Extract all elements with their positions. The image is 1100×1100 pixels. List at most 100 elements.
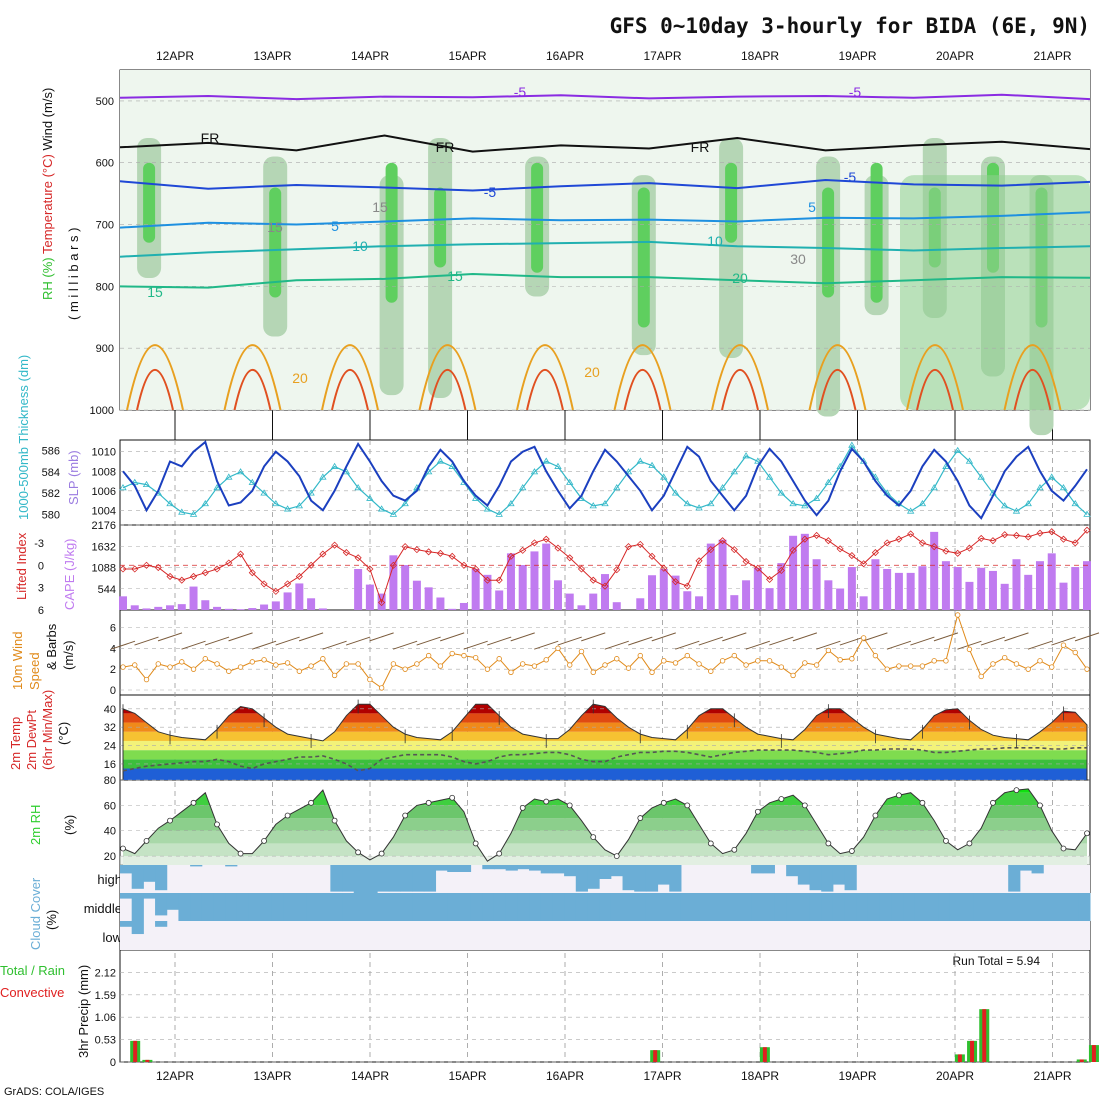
wind-speed-line bbox=[122, 613, 1088, 689]
cloud-row-bg bbox=[120, 921, 1090, 950]
wind-speed-point bbox=[954, 612, 961, 618]
wind-speed-point bbox=[449, 650, 455, 657]
cape-bar bbox=[224, 608, 233, 610]
li-point bbox=[331, 541, 339, 549]
thickness-point bbox=[671, 489, 680, 496]
cloud-cell bbox=[797, 865, 811, 885]
cape-bar bbox=[894, 572, 903, 610]
rh-point bbox=[966, 840, 973, 847]
cape-bar bbox=[542, 543, 551, 610]
li-tick-label: -3 bbox=[34, 538, 44, 550]
cape-bar bbox=[436, 597, 445, 610]
cloud-cell bbox=[657, 893, 670, 921]
li-point bbox=[871, 549, 879, 557]
contour-label: 10 bbox=[352, 238, 368, 254]
slp-tick-label: 1008 bbox=[92, 466, 116, 478]
bottom-date-label: 15APR bbox=[448, 1069, 486, 1083]
cloud-cell bbox=[564, 893, 577, 921]
cape-bar bbox=[800, 533, 809, 610]
rh-point bbox=[1060, 845, 1067, 852]
wind-speed-point bbox=[708, 668, 714, 674]
wind-tick-label: 0 bbox=[110, 685, 116, 697]
thickness-point bbox=[542, 457, 550, 464]
thickness-point bbox=[295, 502, 304, 509]
cape-bar bbox=[271, 601, 280, 610]
precip-tick-label: 2.12 bbox=[95, 967, 116, 979]
cape-bar bbox=[553, 580, 562, 610]
thickness-point bbox=[977, 473, 985, 480]
contour-label: 20 bbox=[584, 364, 600, 380]
thickness-point bbox=[1024, 499, 1032, 507]
wind-speed-point bbox=[531, 663, 538, 669]
isotherm-25-arch bbox=[1003, 344, 1062, 411]
bottom-date-label: 13APR bbox=[253, 1069, 291, 1083]
wind-speed-point bbox=[472, 655, 479, 661]
thickness-point bbox=[765, 473, 774, 480]
li-point bbox=[754, 564, 762, 572]
cloud-cell bbox=[190, 865, 203, 867]
cloud-cell bbox=[540, 893, 553, 921]
wind-barb bbox=[1074, 632, 1100, 642]
precip-conv-bar bbox=[970, 1040, 975, 1062]
cloud-cell bbox=[423, 893, 437, 921]
wind-speed-point bbox=[943, 658, 949, 664]
rh-shade-high bbox=[725, 162, 738, 243]
cape-bar bbox=[706, 543, 715, 610]
li-point bbox=[989, 537, 997, 545]
li-point bbox=[613, 566, 621, 574]
cape-bar bbox=[260, 604, 269, 610]
li-point bbox=[425, 548, 433, 556]
thickness-point bbox=[519, 484, 527, 491]
wind-speed-point bbox=[637, 652, 643, 659]
rh-point bbox=[425, 799, 432, 806]
cape-bar bbox=[119, 596, 127, 610]
rh-point bbox=[1084, 830, 1090, 837]
wind-speed-point bbox=[355, 661, 361, 667]
wind-speed-point bbox=[755, 658, 761, 664]
wind-barb bbox=[228, 632, 253, 642]
rh-point bbox=[120, 845, 126, 852]
wind-speed-point bbox=[390, 661, 397, 667]
cape-bar bbox=[495, 590, 504, 610]
panel-frame-pcp bbox=[119, 949, 1091, 1063]
wind-barb bbox=[392, 640, 418, 650]
rh-point bbox=[214, 821, 220, 828]
thickness-point bbox=[754, 457, 762, 464]
cloud-cell bbox=[599, 865, 612, 879]
cape-bar bbox=[683, 591, 692, 610]
cloud-cell bbox=[786, 893, 799, 921]
cloud-cell bbox=[318, 893, 331, 921]
li-point bbox=[413, 546, 421, 554]
cloud-cell bbox=[505, 893, 518, 921]
wind-speed-point bbox=[367, 676, 373, 683]
li-ylabel: Lifted Index bbox=[14, 532, 29, 600]
isotherm-25-arch bbox=[613, 344, 672, 411]
temp-band bbox=[123, 759, 1087, 769]
li-point bbox=[624, 543, 633, 551]
isotherm-25-arch bbox=[223, 344, 282, 411]
li-point bbox=[730, 546, 738, 554]
precip-conv-bar bbox=[1091, 1045, 1096, 1062]
contour-label: 15 bbox=[147, 284, 163, 300]
isotherm-30-arch bbox=[428, 368, 467, 411]
cape-bar bbox=[318, 608, 327, 610]
cape-bar bbox=[777, 563, 786, 610]
cloud-cell bbox=[225, 865, 238, 867]
cloud-cell bbox=[458, 865, 472, 872]
cloud-cell bbox=[634, 893, 647, 921]
wind-speed-point bbox=[1025, 666, 1031, 672]
rh-shade-high bbox=[143, 162, 156, 243]
wind-barb bbox=[369, 632, 394, 642]
thickness-point bbox=[213, 484, 221, 491]
thickness-point bbox=[530, 468, 539, 475]
cape-bar bbox=[459, 602, 468, 610]
cloud-cell bbox=[423, 865, 437, 892]
thickness-point bbox=[507, 499, 515, 507]
thickness-point bbox=[824, 478, 833, 485]
li-point bbox=[519, 546, 527, 554]
cloud-cell bbox=[786, 865, 799, 877]
cloud-cell bbox=[388, 865, 401, 892]
cloud-cell bbox=[131, 865, 144, 889]
cape-bar bbox=[906, 572, 915, 610]
cape-bar bbox=[836, 588, 845, 610]
